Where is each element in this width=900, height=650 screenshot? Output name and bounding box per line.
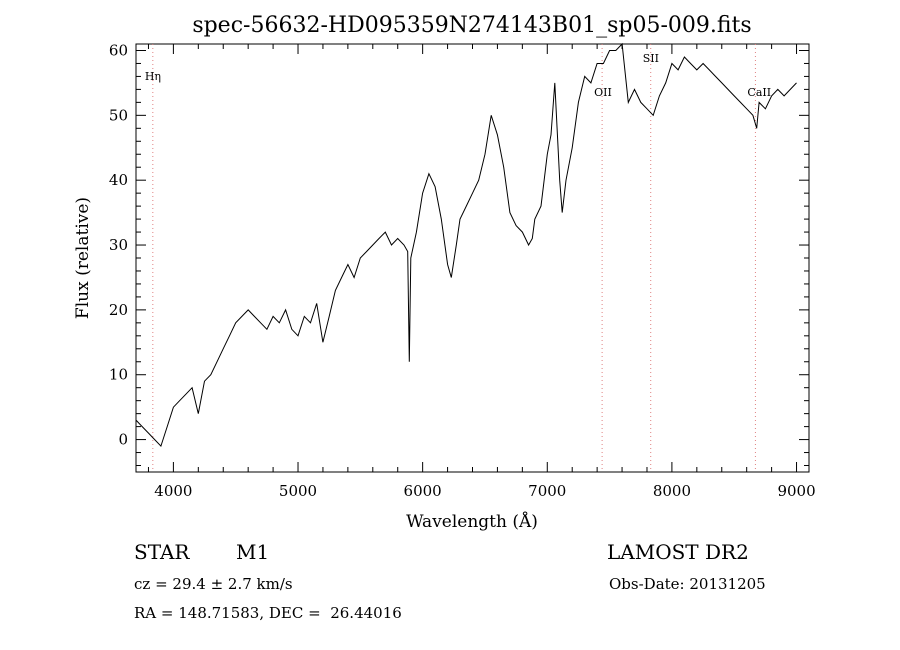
x-tick-label: 7000	[528, 482, 566, 500]
object-subclass: M1	[236, 540, 270, 564]
coordinates: RA = 148.71583, DEC = 26.44016	[134, 604, 402, 622]
y-tick-label: 0	[118, 431, 128, 449]
y-tick-label: 40	[109, 171, 128, 189]
redshift-velocity: cz = 29.4 ± 2.7 km/s	[134, 575, 293, 593]
y-tick-label: 20	[109, 301, 128, 319]
y-tick-label: 50	[109, 106, 128, 124]
axis-ticks: 4000 5000 6000 7000 8000 9000 0 10 20 30 40 50 60	[109, 41, 816, 500]
y-axis-label: Flux (relative)	[73, 197, 93, 319]
x-tick-label: 5000	[279, 482, 317, 500]
y-tick-label: 10	[109, 366, 128, 384]
plot-frame	[135, 43, 810, 473]
object-class: STAR	[134, 540, 190, 564]
y-tick-label: 60	[109, 41, 128, 59]
marker-label: OII	[594, 86, 612, 99]
marker-label: Hη	[145, 70, 161, 83]
x-axis-label: Wavelength (Å)	[406, 511, 538, 532]
marker-lines: Hη OII SII CaII	[145, 44, 771, 472]
marker-label: SII	[643, 52, 659, 65]
x-tick-label: 8000	[653, 482, 691, 500]
x-tick-label: 9000	[777, 482, 815, 500]
x-tick-label: 4000	[154, 482, 192, 500]
chart-title: spec-56632-HD095359N274143B01_sp05-009.f…	[192, 13, 751, 38]
observation-date: Obs-Date: 20131205	[609, 575, 766, 593]
y-tick-label: 30	[109, 236, 128, 254]
x-tick-label: 6000	[404, 482, 442, 500]
marker-label: CaII	[747, 86, 771, 99]
spectrum-series-line	[135, 42, 797, 448]
survey-name: LAMOST DR2	[607, 540, 749, 564]
